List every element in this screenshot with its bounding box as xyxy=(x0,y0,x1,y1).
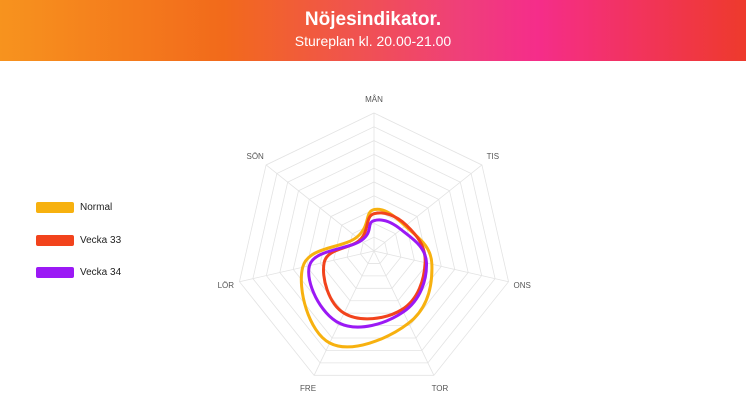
grid-ring xyxy=(346,222,402,277)
axis-label-2: TIS xyxy=(487,152,499,161)
legend-swatch-normal xyxy=(36,202,74,213)
axis-labels: MÅN TIS ONS TOR FRE LÖR SÖN xyxy=(218,95,531,393)
series-line-vecka-34 xyxy=(307,218,428,329)
grid-ring xyxy=(333,209,415,289)
grid-ring xyxy=(319,195,429,302)
grid-spoke xyxy=(373,164,483,252)
grid-ring xyxy=(306,181,442,314)
grid-ring xyxy=(360,236,388,264)
grid-spoke xyxy=(239,250,375,283)
chart-title: Nöjesindikator. xyxy=(304,9,442,30)
axis-label-4: TOR xyxy=(432,384,449,393)
legend-label-normal: Normal xyxy=(80,202,113,213)
header-banner: Nöjesindikator. Stureplan kl. 20.00-21.0… xyxy=(0,0,746,61)
legend-label-vecka-34: Vecka 34 xyxy=(80,267,122,278)
axis-label-6: LÖR xyxy=(218,281,235,290)
grid-ring xyxy=(239,112,509,376)
grid-spoke xyxy=(373,250,509,283)
grid-ring xyxy=(252,126,496,364)
legend-swatch-vecka-33 xyxy=(36,235,74,246)
axis-label-1: MÅN xyxy=(365,95,383,104)
axis-label-7: SÖN xyxy=(246,152,264,161)
radar-grid xyxy=(239,112,509,376)
legend-item-vecka-34[interactable]: Vecka 34 xyxy=(36,267,176,281)
axis-label-5: FRE xyxy=(300,384,316,393)
grid-ring xyxy=(279,153,469,339)
axis-label-3: ONS xyxy=(514,281,531,290)
radar-series xyxy=(299,207,434,349)
legend-label-vecka-33: Vecka 33 xyxy=(80,235,122,246)
chart-subtitle: Stureplan kl. 20.00-21.00 xyxy=(294,33,452,49)
grid-ring xyxy=(265,140,483,351)
legend-item-normal[interactable]: Normal xyxy=(36,202,176,216)
legend-swatch-vecka-34 xyxy=(36,267,74,278)
legend-item-vecka-33[interactable]: Vecka 33 xyxy=(36,235,176,249)
